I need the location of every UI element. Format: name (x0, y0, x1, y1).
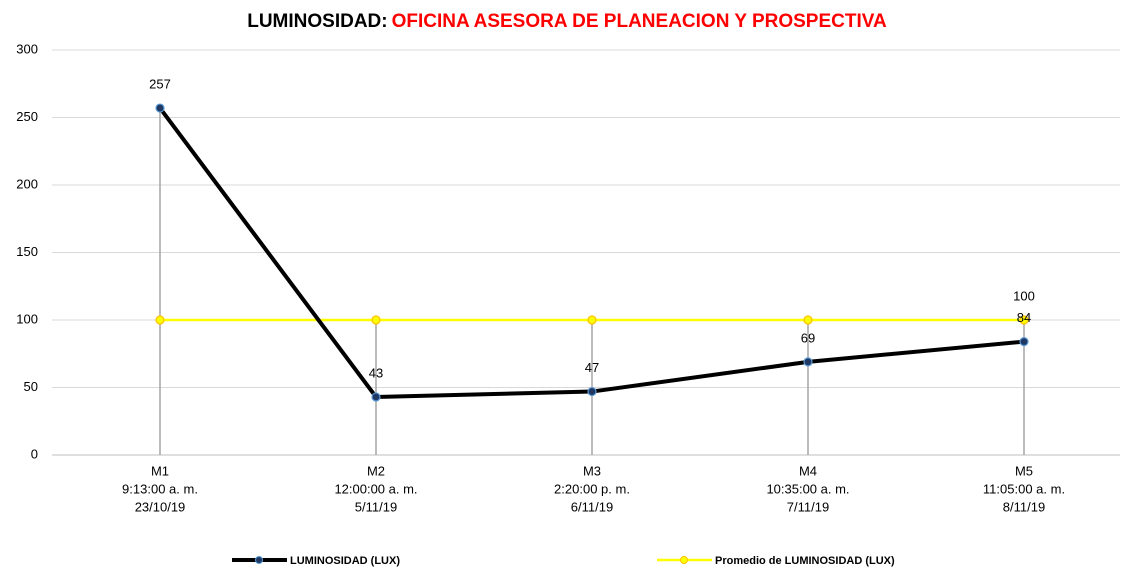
legend-label: Promedio de LUMINOSIDAD (LUX) (715, 555, 895, 567)
point (803, 357, 813, 367)
x-tick-label: 9:13:00 a. m. (122, 481, 198, 496)
x-tick-label: M4 (799, 463, 817, 478)
x-tick-label: 8/11/19 (1003, 499, 1045, 514)
x-tick-label: 12:00:00 a. m. (334, 481, 417, 496)
x-tick-label: M1 (151, 463, 169, 478)
legend-label: LUMINOSIDAD (LUX) (290, 555, 400, 567)
point (155, 103, 165, 113)
title-main: LUMINOSIDAD: (247, 11, 387, 32)
x-tick-label: 5/11/19 (355, 499, 397, 514)
data-label: 43 (369, 365, 383, 380)
point (803, 315, 813, 325)
y-tick-label: 100 (16, 311, 38, 326)
x-tick-label: 6/11/19 (571, 499, 613, 514)
data-label: 100 (1013, 288, 1035, 303)
point (371, 392, 381, 402)
data-label: 69 (801, 330, 815, 345)
x-tick-label: M2 (367, 463, 385, 478)
point (587, 315, 597, 325)
x-tick-label: 7/11/19 (787, 499, 829, 514)
y-tick-label: 50 (24, 379, 38, 394)
x-tick-label: 11:05:00 a. m. (983, 481, 1065, 496)
title-highlight: OFICINA ASESORA DE PLANEACION Y PROSPECT… (392, 11, 887, 32)
x-tick-label: M3 (583, 463, 601, 478)
data-label: 84 (1017, 310, 1031, 325)
y-tick-label: 200 (16, 176, 38, 191)
point (587, 386, 597, 397)
x-tick-label: 2:20:00 p. m. (554, 481, 630, 496)
x-tick-label: 10:35:00 a. m. (766, 481, 849, 496)
point (1019, 315, 1029, 325)
x-tick-label: M5 (1015, 463, 1033, 478)
y-tick-label: 150 (16, 244, 38, 259)
y-tick-label: 250 (16, 109, 38, 124)
data-label: 257 (149, 76, 171, 91)
point (155, 315, 165, 325)
legend-marker (255, 556, 263, 564)
x-tick-label: 23/10/19 (135, 499, 186, 514)
legend-marker (680, 556, 688, 564)
y-tick-label: 300 (16, 41, 38, 56)
data-label: 47 (585, 360, 599, 375)
point (1019, 337, 1029, 347)
y-tick-label: 0 (31, 446, 38, 461)
point (371, 315, 381, 325)
chart-title: LUMINOSIDAD: OFICINA ASESORA DE PLANEACIO… (247, 11, 887, 32)
